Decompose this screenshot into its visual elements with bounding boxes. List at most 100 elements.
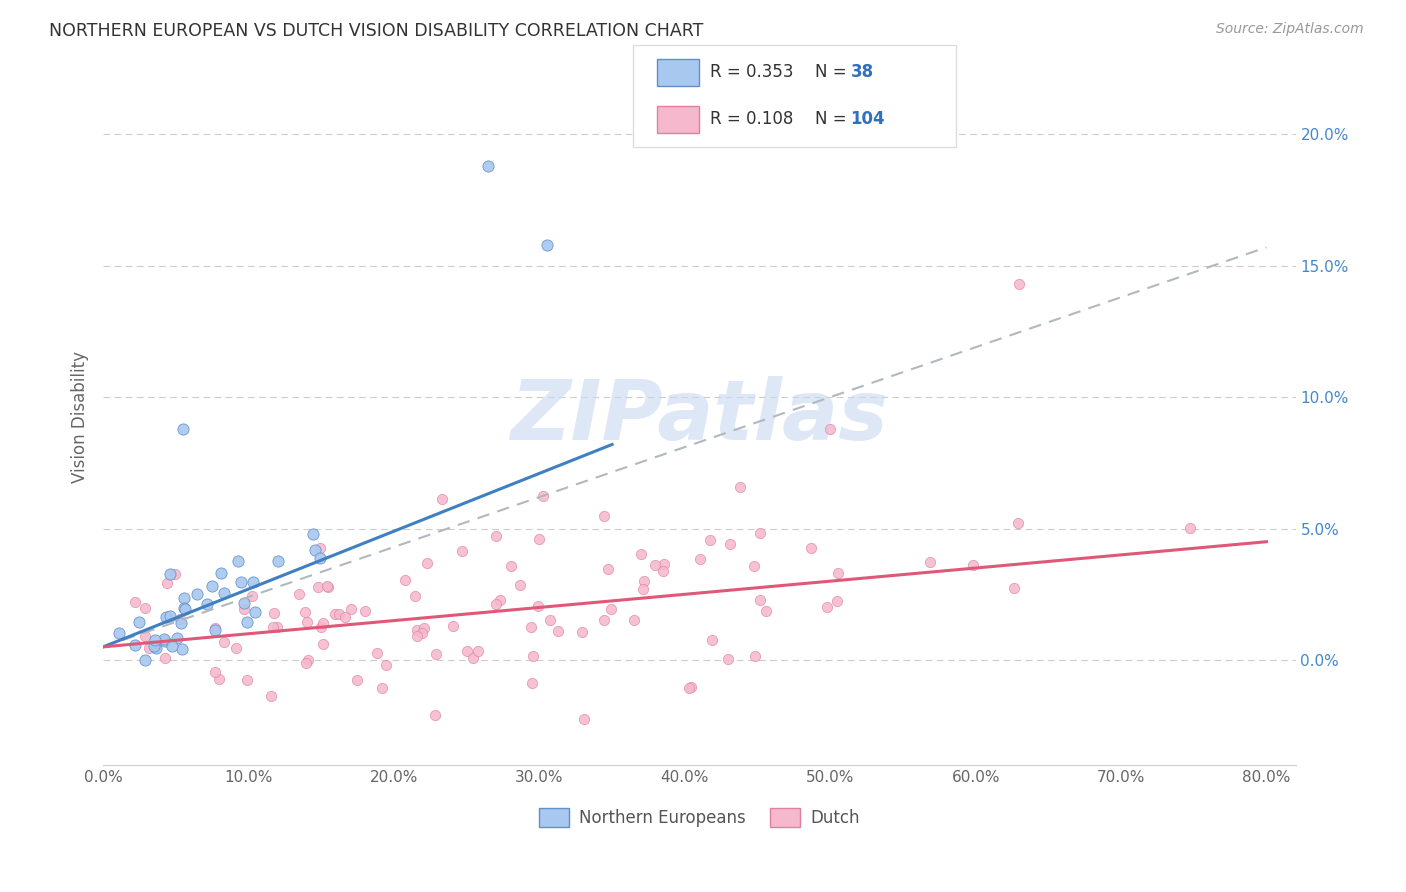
Point <box>962 558 984 572</box>
Point <box>307 580 329 594</box>
Text: R = 0.353: R = 0.353 <box>710 63 793 81</box>
Point <box>236 615 259 629</box>
Point <box>214 635 236 649</box>
Point <box>600 602 623 616</box>
Text: N =: N = <box>815 63 846 81</box>
Point <box>242 574 264 589</box>
Point <box>526 599 548 613</box>
Point <box>134 653 156 667</box>
Point <box>1004 581 1026 595</box>
Point <box>143 639 166 653</box>
Point <box>425 707 447 722</box>
Point <box>425 647 447 661</box>
Point <box>742 558 765 573</box>
Legend: Northern Europeans, Dutch: Northern Europeans, Dutch <box>531 801 866 833</box>
Point <box>631 582 654 596</box>
Point <box>209 566 232 580</box>
Point <box>406 623 429 637</box>
Point <box>501 559 523 574</box>
Point <box>229 575 252 590</box>
Point <box>467 643 489 657</box>
Point <box>323 607 346 621</box>
Point <box>309 619 332 633</box>
Point <box>233 596 256 610</box>
Point <box>173 602 195 616</box>
Point <box>538 613 561 627</box>
Point <box>124 638 146 652</box>
Point <box>374 657 396 672</box>
Point <box>489 592 512 607</box>
Point <box>170 615 193 630</box>
Point <box>700 632 723 647</box>
Point <box>827 566 849 581</box>
Point <box>354 604 377 618</box>
Text: ZIPatlas: ZIPatlas <box>510 376 889 458</box>
Point <box>304 543 326 558</box>
Point <box>689 552 711 566</box>
Point <box>749 526 772 541</box>
Text: NORTHERN EUROPEAN VS DUTCH VISION DISABILITY CORRELATION CHART: NORTHERN EUROPEAN VS DUTCH VISION DISABI… <box>49 22 703 40</box>
Point <box>124 594 146 608</box>
Point <box>477 159 499 173</box>
Point <box>333 610 356 624</box>
Point <box>159 567 181 582</box>
Point <box>509 578 531 592</box>
Point <box>413 621 436 635</box>
Point <box>406 630 429 644</box>
Point <box>623 614 645 628</box>
Point <box>652 558 675 572</box>
Point <box>328 607 350 621</box>
Point <box>287 587 309 601</box>
Point <box>195 597 218 611</box>
Point <box>153 651 176 665</box>
Point <box>201 579 224 593</box>
Point <box>204 665 226 680</box>
Point <box>153 632 176 647</box>
Point <box>818 422 841 436</box>
Point <box>630 547 652 561</box>
Point <box>302 527 325 541</box>
Point <box>522 675 544 690</box>
Point <box>699 533 721 547</box>
Point <box>242 589 264 603</box>
Point <box>825 594 848 608</box>
Point <box>225 641 247 656</box>
Point <box>339 602 361 616</box>
Point <box>295 615 318 629</box>
Point <box>416 556 439 570</box>
Point <box>461 651 484 665</box>
Point <box>456 644 478 658</box>
Point <box>169 611 191 625</box>
Point <box>204 623 226 637</box>
Point <box>520 620 543 634</box>
Point <box>371 681 394 695</box>
Point <box>226 553 249 567</box>
Point <box>644 558 666 572</box>
Point <box>366 646 388 660</box>
Point <box>208 672 231 686</box>
Point <box>1178 521 1201 535</box>
Point <box>173 601 195 615</box>
Point <box>172 422 194 436</box>
Point <box>108 626 131 640</box>
Point <box>678 681 700 695</box>
Point <box>571 625 593 640</box>
Point <box>138 640 160 655</box>
Point <box>717 652 740 666</box>
Point <box>267 553 290 567</box>
Point <box>160 639 183 653</box>
Point <box>485 529 508 543</box>
Point <box>346 673 368 688</box>
Point <box>134 628 156 642</box>
Point <box>233 602 256 616</box>
Point <box>920 555 942 569</box>
Point <box>297 653 319 667</box>
Point <box>204 621 226 635</box>
Point <box>536 237 558 252</box>
Point <box>294 605 316 619</box>
Point <box>593 613 616 627</box>
Point <box>815 599 838 614</box>
Point <box>1008 277 1031 291</box>
Text: 104: 104 <box>851 111 886 128</box>
Text: 38: 38 <box>851 63 873 81</box>
